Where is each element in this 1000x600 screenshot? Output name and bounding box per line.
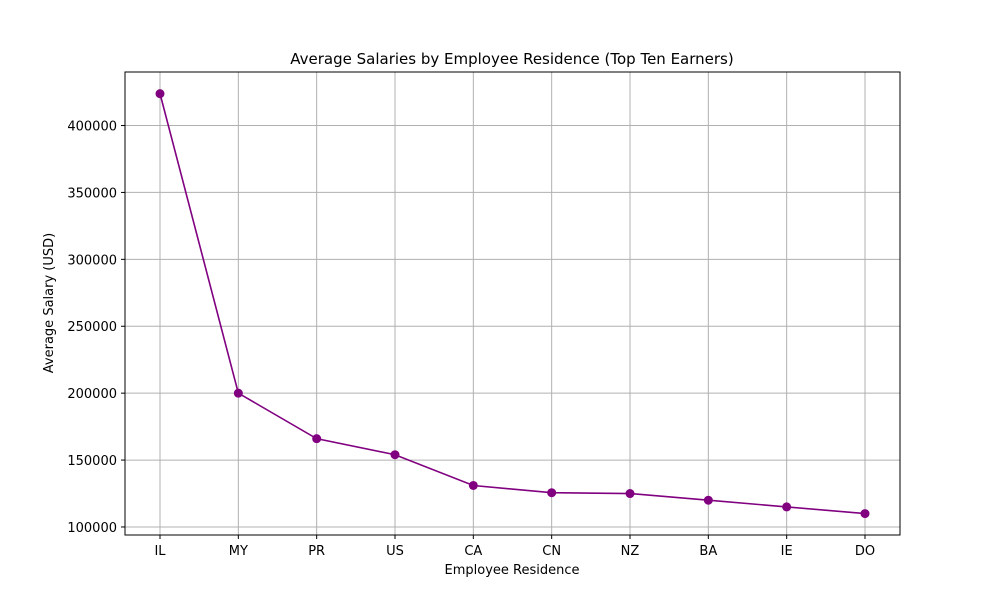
y-tick-label: 350000 xyxy=(67,186,117,201)
y-tick-label: 150000 xyxy=(67,454,117,469)
series-layer xyxy=(155,89,870,519)
y-tick-label: 250000 xyxy=(67,320,117,335)
y-tick-label: 400000 xyxy=(67,120,117,135)
data-point-marker xyxy=(233,388,243,398)
y-tick-label: 300000 xyxy=(67,253,117,268)
x-tick-label: DO xyxy=(855,544,875,559)
x-tick-label: IE xyxy=(781,544,793,559)
data-point-marker xyxy=(312,434,322,444)
x-tick-label: NZ xyxy=(621,544,640,559)
chart-title: Average Salaries by Employee Residence (… xyxy=(290,50,733,68)
ticks-layer: IL MY PR US CA CN NZ BA IE DO 100000 150000 200000 25… xyxy=(67,120,875,559)
grid-layer xyxy=(125,72,900,535)
data-point-marker xyxy=(547,488,557,498)
data-point-marker xyxy=(155,89,165,99)
data-point-marker xyxy=(782,502,792,512)
series-line xyxy=(159,93,866,515)
x-axis-label: Employee Residence xyxy=(445,563,580,578)
data-point-marker xyxy=(468,480,478,490)
plot-area-frame xyxy=(124,71,901,536)
y-tick-label: 100000 xyxy=(67,521,117,536)
y-axis-label: Average Salary (USD) xyxy=(42,233,57,373)
x-tick-label: IL xyxy=(154,544,166,559)
x-tick-label: BA xyxy=(699,544,717,559)
x-tick-label: MY xyxy=(229,544,248,559)
x-tick-label: CN xyxy=(542,544,561,559)
y-tick-label: 200000 xyxy=(67,387,117,402)
data-point-marker xyxy=(625,489,635,499)
x-tick-label: CA xyxy=(464,544,482,559)
x-tick-label: PR xyxy=(308,544,325,559)
data-point-marker xyxy=(390,450,400,460)
x-tick-label: US xyxy=(386,544,404,559)
data-point-marker xyxy=(703,495,713,505)
data-point-marker xyxy=(860,509,870,519)
